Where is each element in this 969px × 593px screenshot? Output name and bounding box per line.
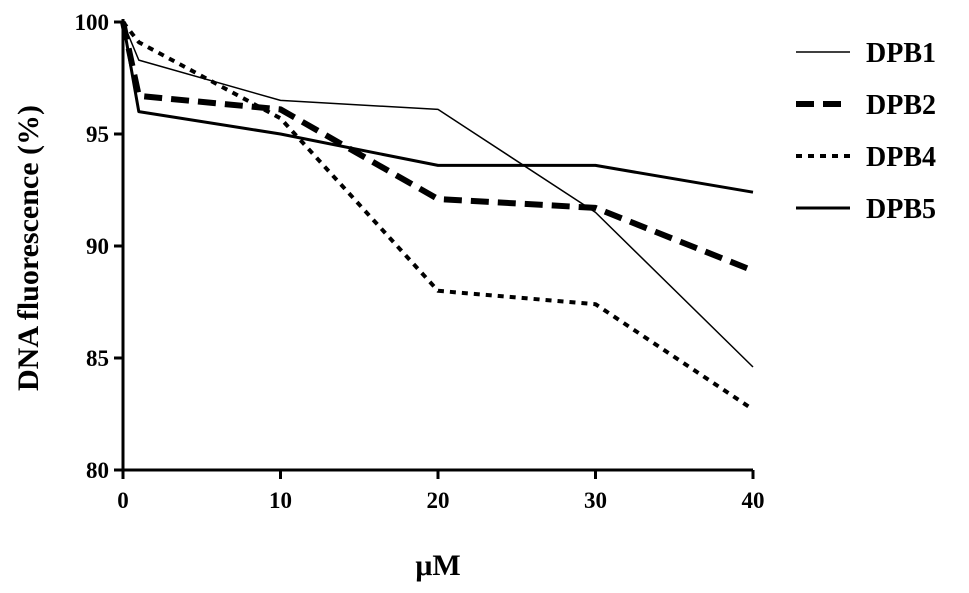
x-tick-label: 20 — [427, 488, 450, 513]
legend-label-dpb5: DPB5 — [866, 194, 936, 225]
legend-label-dpb1: DPB1 — [866, 38, 936, 69]
y-tick-label: 80 — [86, 458, 109, 483]
legend-label-dpb4: DPB4 — [866, 142, 936, 173]
y-tick-label: 85 — [86, 346, 109, 371]
series-line-dpb1 — [122, 21, 754, 368]
legend: DPB1 DPB2 DPB4 DPB5 — [796, 38, 936, 225]
y-tick-label: 90 — [86, 234, 109, 259]
x-axis-title: μM — [415, 549, 460, 582]
x-tick-label: 30 — [584, 488, 607, 513]
x-tick-label: 10 — [269, 488, 292, 513]
y-tick-label: 95 — [86, 122, 109, 147]
axes: 80 85 90 95 100 0 10 20 30 40 — [75, 10, 765, 513]
series-layer — [120, 20, 755, 412]
y-axis-title: DNA fluorescence (%) — [12, 105, 45, 391]
y-tick-label: 100 — [75, 10, 110, 35]
series-line-dpb4 — [121, 20, 755, 412]
x-tick-label: 0 — [117, 488, 129, 513]
x-tick-label: 40 — [742, 488, 765, 513]
legend-label-dpb2: DPB2 — [866, 90, 936, 121]
series-line-dpb5 — [121, 21, 754, 194]
series-line-dpb2 — [120, 21, 755, 274]
